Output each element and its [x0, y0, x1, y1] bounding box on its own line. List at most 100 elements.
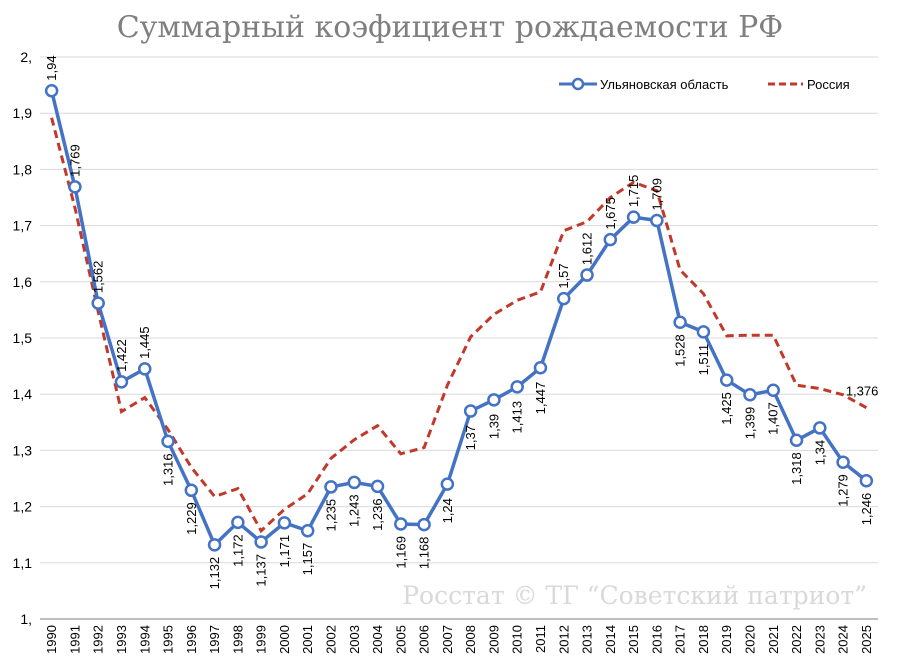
data-point-ulyanovsk [91, 296, 105, 310]
data-point-ulyanovsk [184, 483, 199, 498]
y-tick-label: 1,7 [13, 218, 33, 234]
data-label-ulyanovsk: 1,235 [323, 499, 338, 532]
data-label-ulyanovsk: 1,37 [463, 425, 478, 450]
data-label-ulyanovsk: 1,422 [114, 339, 129, 372]
data-point-ulyanovsk [859, 473, 874, 488]
x-tick-label: 2014 [603, 625, 618, 654]
x-tick-label: 1995 [161, 625, 176, 654]
data-label-ulyanovsk: 1,137 [254, 554, 269, 587]
data-label-ulyanovsk: 1,132 [207, 557, 222, 590]
data-label-ulyanovsk: 1,316 [161, 453, 176, 486]
y-tick-label: 1,8 [13, 161, 33, 177]
data-point-ulyanovsk [836, 455, 850, 469]
data-label-ulyanovsk: 1,279 [836, 474, 851, 507]
data-label-ulyanovsk: 1,407 [766, 402, 781, 435]
data-point-ulyanovsk [533, 361, 548, 375]
data-label-ulyanovsk: 1,246 [859, 493, 874, 526]
x-tick-label: 1993 [114, 625, 129, 654]
x-tick-label: 2002 [323, 625, 338, 654]
x-tick-label: 2013 [580, 625, 595, 654]
data-label-ulyanovsk: 1,171 [277, 535, 292, 568]
data-point-ulyanovsk [650, 213, 664, 228]
data-label-ulyanovsk: 1,243 [347, 494, 362, 527]
data-point-ulyanovsk [463, 404, 478, 418]
x-tick-label: 2001 [300, 625, 315, 654]
x-tick-label: 2006 [417, 625, 432, 654]
data-label-ulyanovsk: 1,769 [67, 144, 82, 177]
x-tick-label: 2012 [556, 625, 571, 654]
data-point-ulyanovsk [557, 291, 571, 306]
x-tick-label: 2017 [673, 625, 688, 654]
x-tick-label: 2015 [626, 625, 641, 654]
data-label-ulyanovsk: 1,229 [184, 502, 199, 535]
data-point-ulyanovsk [277, 516, 292, 530]
legend-ulyanovsk-label: Ульяновская область [600, 77, 729, 92]
y-tick-label: 1, [20, 611, 32, 627]
data-point-ulyanovsk [347, 475, 361, 490]
data-label-ulyanovsk: 1,675 [603, 197, 618, 230]
data-label-ulyanovsk: 1,399 [742, 407, 757, 440]
data-point-ulyanovsk [254, 535, 268, 549]
data-label-ulyanovsk: 1,447 [533, 382, 548, 415]
x-tick-label: 2003 [347, 625, 362, 654]
data-point-ulyanovsk [161, 434, 175, 449]
y-tick-label: 1,9 [13, 105, 33, 121]
x-tick-label: 1999 [254, 625, 269, 654]
y-tick-label: 1,2 [13, 499, 33, 515]
x-tick-label: 2020 [742, 625, 757, 654]
data-label-ulyanovsk: 1,34 [812, 440, 827, 465]
chart-title: Суммарный коэфициент рождаемости РФ [117, 10, 783, 45]
data-point-ulyanovsk [138, 362, 152, 376]
x-tick-label: 2011 [533, 625, 548, 653]
x-tick-label: 2019 [719, 625, 734, 654]
y-tick-label: 1,3 [13, 442, 33, 458]
x-tick-label: 2023 [812, 625, 827, 654]
x-tick-label: 2007 [440, 625, 455, 654]
data-label-ulyanovsk: 1,445 [137, 326, 152, 359]
gridlines [40, 56, 878, 620]
data-point-ulyanovsk [789, 433, 804, 448]
x-tick-label: 2016 [649, 625, 664, 654]
x-tick-label: 2025 [859, 625, 874, 654]
x-tick-label: 1990 [44, 625, 59, 654]
data-point-ulyanovsk [813, 421, 827, 435]
data-label-ulyanovsk: 1,168 [417, 537, 432, 570]
y-axis-ticks: 1, 1,1 1,2 1,3 1,4 1,5 1,6 1,7 1,8 1,9 2, [13, 49, 33, 627]
x-tick-label: 1992 [91, 625, 106, 654]
data-label-ulyanovsk: 1,709 [649, 178, 664, 211]
x-tick-label: 1994 [137, 625, 152, 654]
data-point-ulyanovsk [580, 268, 594, 282]
data-point-ulyanovsk [626, 210, 641, 224]
data-point-ulyanovsk [766, 383, 780, 398]
x-tick-label: 1997 [207, 625, 222, 654]
data-point-ulyanovsk [673, 315, 687, 330]
x-tick-label: 1998 [230, 625, 245, 654]
data-label-ulyanovsk: 1,612 [580, 233, 595, 266]
data-label-ulyanovsk: 1,425 [719, 392, 734, 425]
data-point-ulyanovsk [207, 538, 222, 552]
data-label-ulyanovsk: 1,172 [230, 534, 245, 567]
data-point-ulyanovsk [394, 517, 408, 531]
data-point-ulyanovsk [719, 373, 734, 387]
data-point-ulyanovsk [44, 83, 59, 98]
data-label-ulyanovsk: 1,24 [440, 498, 455, 523]
x-tick-label: 2022 [789, 625, 804, 654]
data-point-ulyanovsk [370, 479, 385, 494]
x-tick-label: 2010 [510, 625, 525, 654]
x-tick-label: 2008 [463, 625, 478, 654]
data-label-russia: 1,376 [846, 384, 879, 399]
x-tick-label: 2000 [277, 625, 292, 654]
y-tick-label: 1,6 [13, 274, 33, 290]
data-point-ulyanovsk [324, 480, 338, 494]
data-label-ulyanovsk: 1,57 [556, 263, 571, 288]
data-label-ulyanovsk: 1,94 [44, 55, 59, 80]
data-label-ulyanovsk: 1,528 [673, 334, 688, 367]
legend: Ульяновская область Россия [559, 77, 850, 92]
data-point-ulyanovsk [603, 232, 618, 247]
y-tick-label: 1,1 [13, 555, 33, 571]
data-label-ulyanovsk: 1,39 [486, 414, 501, 439]
watermark-text: Росстат © ТГ “Советский патриот” [402, 581, 867, 610]
data-point-ulyanovsk [417, 517, 431, 532]
x-tick-label: 2024 [836, 625, 851, 654]
